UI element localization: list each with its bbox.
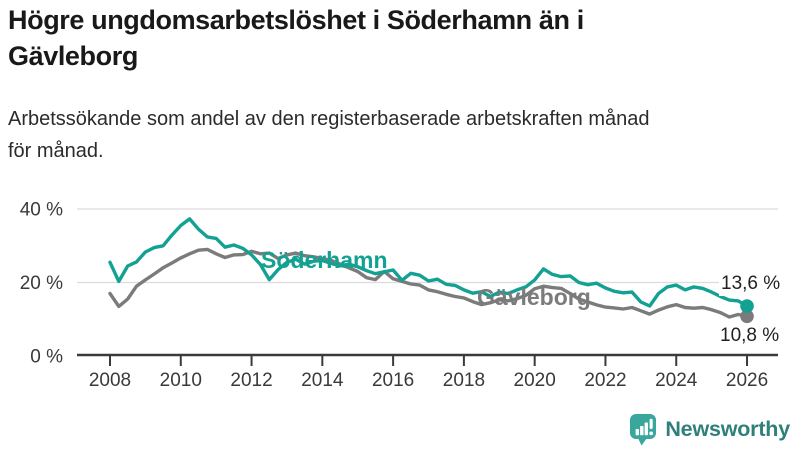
end-value-label-soderhamn: 13,6 % (719, 272, 783, 296)
end-dot-gavleborg (740, 309, 754, 324)
x-tick-label: 2026 (726, 370, 768, 391)
end-value-label-gavleborg: 10,8 % (720, 325, 780, 346)
series-line-gavleborg (108, 247, 749, 319)
x-tick-label: 2020 (514, 370, 556, 391)
page-title-line2: Gävleborg (8, 41, 138, 71)
chart-subtitle-line2: för månad. (8, 140, 104, 162)
page-title: Högre ungdomsarbetslöshet i Söderhamn än… (8, 2, 792, 74)
x-tick-label: 2014 (301, 370, 344, 391)
newsworthy-bubble-chart-icon (630, 414, 657, 446)
y-tick-label: 0 % (30, 347, 63, 368)
x-tick-label: 2018 (443, 370, 485, 391)
chart-subtitle: Arbetssökande som andel av den registerb… (8, 103, 800, 167)
x-tick-label: 2024 (655, 370, 698, 391)
y-tick-label: 40 % (20, 200, 63, 221)
x-tick-label: 2016 (372, 370, 414, 391)
x-tick-label: 2010 (160, 370, 202, 391)
newsworthy-logo-text: Newsworthy (665, 416, 790, 441)
end-dot-soderhamn (740, 299, 754, 313)
series-label-gavleborg: Gävleborg (477, 284, 591, 310)
newsworthy-logo[interactable]: Newsworthy (628, 412, 790, 446)
x-tick-label: 2012 (230, 370, 272, 391)
series-label-soderhamn: Söderhamn (261, 247, 388, 273)
x-tick-label: 2022 (584, 370, 626, 391)
y-tick-label: 20 % (20, 273, 63, 294)
chart-subtitle-line1: Arbetssökande som andel av den registerb… (8, 108, 650, 130)
page-title-line1: Högre ungdomsarbetslöshet i Söderhamn än… (8, 5, 584, 35)
line-chart-canvas: 0 % 20 % 40 % 2008 2010 2012 2014 2016 2018 2020 2… (20, 200, 778, 391)
series-line-soderhamn (108, 217, 749, 308)
x-tick-label: 2008 (89, 370, 131, 391)
